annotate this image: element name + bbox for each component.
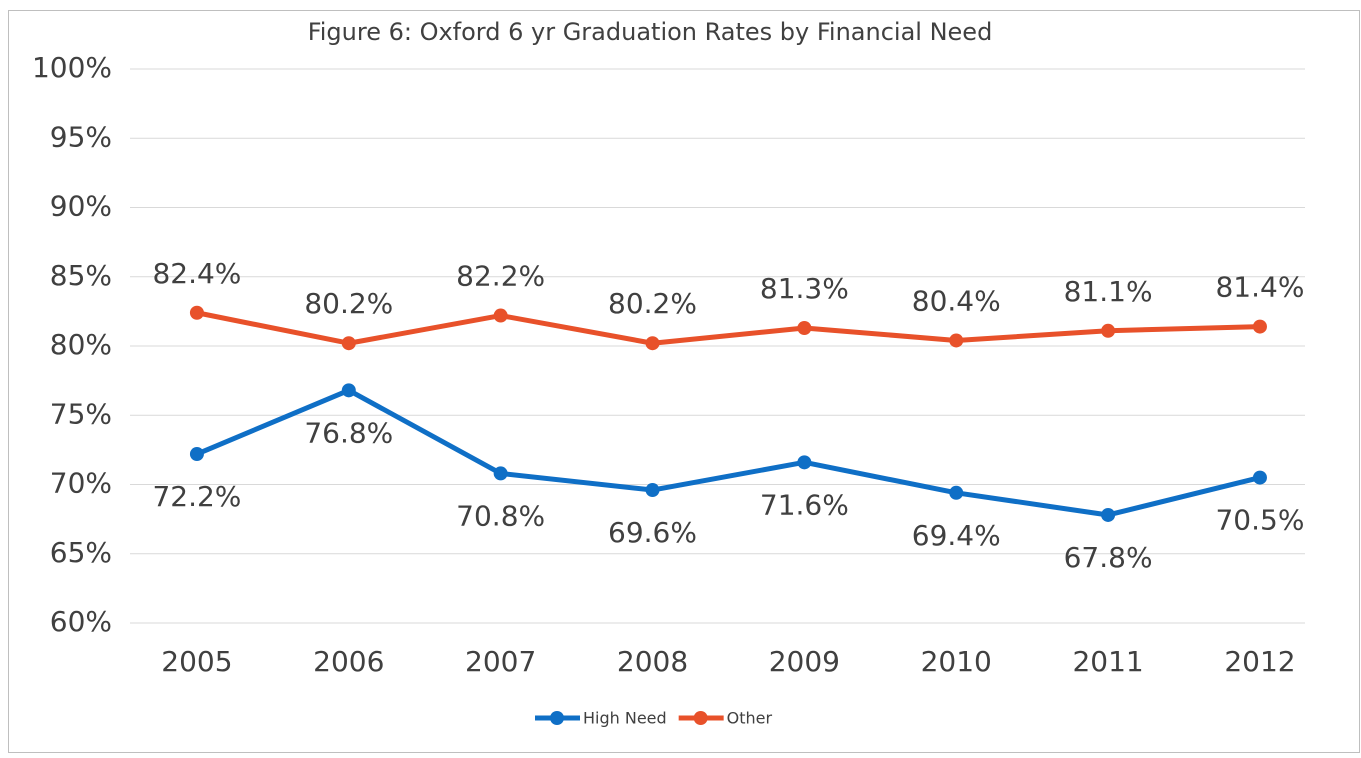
y-tick-label: 85% — [50, 259, 112, 292]
data-label: 80.4% — [912, 284, 1001, 317]
data-point — [1101, 507, 1116, 522]
data-point — [341, 336, 356, 351]
data-point — [493, 466, 508, 481]
x-tick-label: 2005 — [161, 645, 232, 678]
data-label: 67.8% — [1064, 541, 1153, 574]
data-point — [949, 333, 964, 348]
data-label: 80.2% — [608, 287, 697, 320]
x-tick-label: 2007 — [465, 645, 536, 678]
data-label: 69.4% — [912, 519, 1001, 552]
data-label: 82.2% — [456, 260, 545, 293]
data-point — [493, 308, 508, 323]
data-point — [645, 336, 660, 351]
x-tick-label: 2011 — [1072, 645, 1143, 678]
y-tick-label: 95% — [50, 120, 112, 153]
x-tick-label: 2008 — [617, 645, 688, 678]
x-tick-label: 2006 — [313, 645, 384, 678]
chart-title: Figure 6: Oxford 6 yr Graduation Rates b… — [308, 18, 993, 46]
data-point — [797, 455, 812, 470]
data-label: 81.1% — [1064, 275, 1153, 308]
legend-label: Other — [727, 709, 773, 728]
legend-marker — [693, 711, 708, 725]
y-tick-label: 70% — [50, 467, 112, 500]
x-tick-label: 2012 — [1224, 645, 1295, 678]
y-tick-label: 80% — [50, 328, 112, 361]
data-point — [645, 483, 660, 498]
data-label: 81.4% — [1215, 271, 1304, 304]
legend-marker — [550, 711, 564, 725]
y-tick-label: 65% — [50, 536, 112, 569]
data-point — [341, 383, 356, 398]
data-label: 69.6% — [608, 516, 697, 549]
data-point — [797, 320, 812, 335]
data-label: 71.6% — [760, 488, 849, 521]
y-tick-label: 60% — [50, 605, 112, 638]
data-point — [189, 305, 204, 320]
data-point — [1101, 323, 1116, 338]
y-tick-label: 75% — [50, 397, 112, 430]
data-label: 80.2% — [304, 287, 393, 320]
x-tick-label: 2010 — [921, 645, 992, 678]
x-tick-label: 2009 — [769, 645, 840, 678]
data-label: 70.5% — [1215, 504, 1304, 537]
data-point — [1252, 470, 1267, 485]
y-tick-label: 90% — [50, 190, 112, 223]
y-tick-label: 100% — [32, 51, 112, 84]
data-label: 76.8% — [304, 416, 393, 449]
data-point — [189, 447, 204, 462]
data-point — [949, 485, 964, 500]
chart-frame — [8, 10, 1360, 753]
data-label: 70.8% — [456, 499, 545, 532]
data-label: 81.3% — [760, 272, 849, 305]
legend-label: High Need — [583, 709, 667, 728]
series-line — [196, 310, 1261, 346]
data-label: 82.4% — [152, 257, 241, 290]
data-point — [1252, 319, 1267, 334]
data-label: 72.2% — [152, 480, 241, 513]
series-line — [195, 387, 1261, 518]
